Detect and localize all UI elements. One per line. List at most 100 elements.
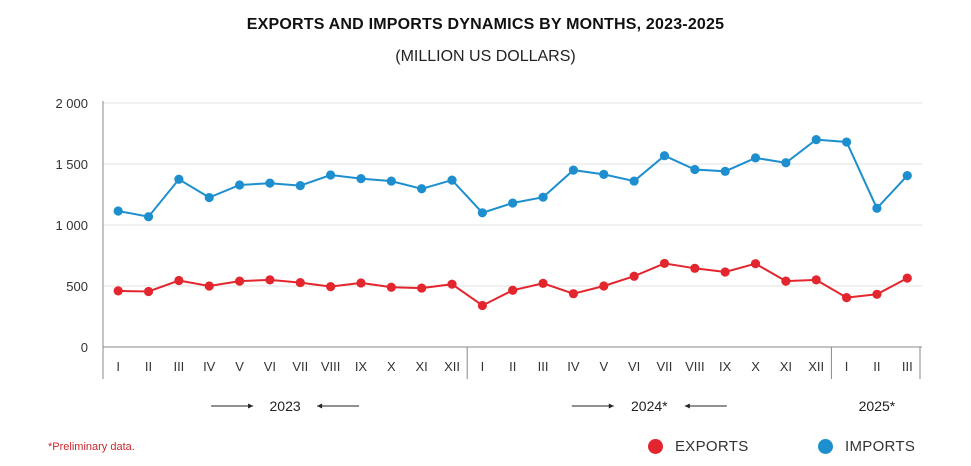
x-tick-label: III: [173, 359, 184, 374]
data-point-imports: [234, 180, 245, 190]
x-tick-label: V: [599, 359, 608, 374]
data-point-imports: [204, 192, 214, 203]
data-point-exports: [234, 276, 245, 286]
data-point-exports: [872, 289, 882, 299]
year-arrowhead-left: [248, 403, 254, 409]
x-tick-label: VI: [264, 359, 276, 374]
x-tick-label: IX: [355, 359, 368, 374]
data-point-exports: [326, 282, 336, 292]
data-point-imports: [113, 206, 123, 216]
data-point-imports: [447, 175, 457, 185]
x-tick-label: VII: [657, 359, 673, 374]
y-tick-label: 500: [66, 279, 88, 294]
x-tick-label: XI: [416, 359, 428, 374]
data-point-imports: [872, 203, 882, 213]
data-point-exports: [265, 275, 275, 285]
x-tick-label: XII: [808, 359, 824, 374]
data-point-imports: [538, 192, 548, 202]
data-point-imports: [326, 170, 336, 180]
legend-swatch-exports: [648, 439, 663, 454]
x-tick-label: I: [481, 359, 485, 374]
data-point-exports: [204, 281, 214, 291]
data-point-exports: [720, 267, 730, 277]
legend-label-imports: IMPORTS: [845, 438, 916, 455]
data-point-imports: [417, 184, 427, 194]
legend-item-exports: EXPORTS: [648, 438, 749, 455]
data-point-exports: [295, 277, 305, 288]
data-point-imports: [477, 208, 487, 218]
legend-item-imports: IMPORTS: [818, 438, 915, 455]
data-point-exports: [902, 273, 912, 283]
x-tick-label: III: [902, 359, 913, 374]
data-point-exports: [174, 275, 184, 286]
year-label: 2024*: [631, 398, 668, 414]
data-point-imports: [659, 151, 670, 161]
y-tick-label: 1 000: [55, 218, 88, 233]
chart-subtitle: (MILLION US DOLLARS): [395, 48, 576, 65]
year-arrowhead-left: [608, 403, 614, 409]
y-tick-label: 1 500: [55, 157, 88, 172]
data-point-exports: [447, 279, 457, 289]
legend-swatch-imports: [818, 439, 833, 454]
x-tick-label: I: [116, 359, 120, 374]
x-tick-label: VIII: [321, 359, 341, 374]
data-point-exports: [538, 278, 548, 288]
data-point-exports: [508, 285, 518, 295]
x-tick-label: IX: [719, 359, 732, 374]
data-point-imports: [599, 169, 609, 179]
y-tick-label: 0: [81, 340, 88, 355]
data-point-exports: [750, 259, 761, 269]
x-tick-label: III: [538, 359, 549, 374]
data-point-imports: [386, 176, 396, 186]
data-point-imports: [508, 198, 518, 208]
data-point-imports: [720, 166, 730, 176]
x-tick-label: II: [145, 359, 152, 374]
data-point-exports: [143, 286, 154, 297]
data-point-exports: [811, 275, 821, 285]
x-tick-label: IV: [203, 359, 216, 374]
year-arrowhead-right: [317, 403, 323, 409]
data-point-imports: [841, 137, 852, 147]
data-point-exports: [690, 263, 700, 273]
data-point-imports: [568, 165, 579, 175]
data-point-imports: [174, 174, 184, 184]
data-point-exports: [356, 278, 366, 288]
x-tick-label: X: [751, 359, 760, 374]
data-point-imports: [295, 180, 305, 191]
data-point-imports: [356, 174, 366, 184]
data-point-exports: [599, 281, 609, 291]
legend-label-exports: EXPORTS: [675, 438, 749, 455]
data-point-exports: [659, 258, 670, 269]
data-point-exports: [386, 282, 396, 292]
data-point-imports: [143, 212, 154, 222]
x-tick-label: VII: [292, 359, 308, 374]
data-point-imports: [690, 164, 700, 175]
data-point-imports: [750, 153, 761, 163]
data-point-imports: [629, 176, 639, 186]
x-tick-label: II: [509, 359, 516, 374]
x-tick-label: XI: [780, 359, 792, 374]
data-point-imports: [265, 178, 275, 188]
x-tick-label: VI: [628, 359, 640, 374]
x-tick-label: I: [845, 359, 849, 374]
year-label: 2023: [270, 398, 301, 414]
data-point-exports: [417, 283, 427, 293]
data-point-exports: [841, 292, 852, 303]
chart-title: EXPORTS AND IMPORTS DYNAMICS BY MONTHS, …: [246, 16, 725, 33]
x-tick-label: VIII: [685, 359, 705, 374]
year-arrowhead-right: [684, 403, 690, 409]
data-point-imports: [781, 158, 791, 168]
data-point-exports: [781, 276, 791, 286]
x-tick-label: V: [235, 359, 244, 374]
x-tick-label: IV: [567, 359, 580, 374]
y-tick-label: 2 000: [55, 96, 88, 111]
data-point-exports: [629, 271, 639, 281]
x-tick-label: X: [387, 359, 396, 374]
data-point-imports: [811, 135, 821, 145]
data-point-exports: [477, 300, 487, 311]
x-tick-label: XII: [444, 359, 460, 374]
year-label: 2025*: [859, 398, 896, 414]
data-point-exports: [568, 289, 579, 299]
